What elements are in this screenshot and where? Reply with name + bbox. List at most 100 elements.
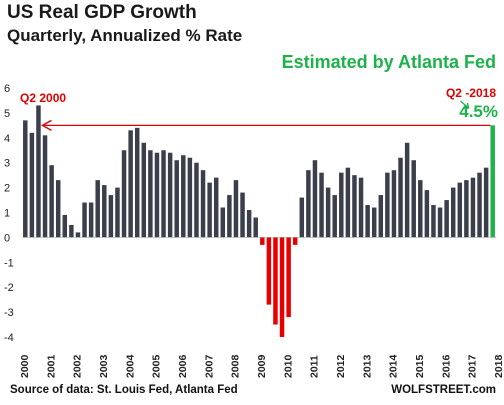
- bar: [411, 160, 416, 238]
- y-tick-label: 1: [4, 208, 10, 220]
- bar: [464, 180, 469, 238]
- bar: [391, 170, 397, 238]
- bar: [306, 170, 311, 238]
- bar: [134, 127, 140, 238]
- bar: [483, 167, 489, 238]
- x-tick-label: 2014: [388, 354, 400, 378]
- bar: [352, 175, 357, 238]
- x-tick-label: 2004: [124, 354, 136, 378]
- x-tick-label: 2015: [414, 354, 426, 378]
- y-tick-label: 5: [4, 108, 10, 120]
- x-tick-label: 2018: [493, 354, 504, 378]
- bar: [207, 182, 212, 238]
- annotation-q2-2018: Q2 -2018: [446, 86, 496, 100]
- y-tick-label: 6: [4, 83, 10, 95]
- bar: [36, 105, 41, 238]
- chart-title: US Real GDP Growth: [7, 2, 197, 23]
- bar: [102, 185, 107, 238]
- x-tick-label: 2005: [151, 354, 163, 378]
- bar: [29, 132, 35, 238]
- x-tick-label: 2013: [361, 354, 373, 378]
- bar: [266, 237, 272, 305]
- y-tick-label: -1: [4, 257, 14, 269]
- bar: [339, 172, 344, 238]
- bar: [431, 205, 436, 238]
- bars: [23, 105, 495, 337]
- bar: [194, 162, 199, 238]
- bar: [23, 120, 28, 238]
- y-tick-label: 0: [4, 232, 10, 244]
- bar: [95, 180, 100, 238]
- x-tick-label: 2011: [309, 355, 321, 378]
- bar: [385, 172, 390, 238]
- x-tick-label: 2008: [230, 354, 242, 378]
- bar: [82, 202, 87, 238]
- bar: [55, 180, 61, 238]
- bar: [457, 182, 463, 238]
- bar: [312, 160, 318, 238]
- bar: [424, 190, 430, 238]
- chart-subtitle: Quarterly, Annualized % Rate: [7, 26, 243, 45]
- bar: [358, 177, 364, 238]
- bar: [299, 197, 305, 238]
- bar: [240, 192, 245, 238]
- estimate-bar: [490, 125, 495, 238]
- bar: [279, 237, 285, 337]
- y-tick-label: 4: [4, 133, 10, 145]
- bar: [398, 157, 403, 238]
- bar: [167, 152, 173, 238]
- bar: [418, 180, 423, 238]
- annotation-estimate-value: 4.5%: [459, 102, 498, 121]
- x-tick-label: 2000: [19, 354, 31, 378]
- bar: [292, 237, 298, 245]
- bar: [450, 187, 456, 238]
- x-tick-label: 2009: [256, 354, 268, 378]
- estimate-annotation: Estimated by Atlanta Fed: [281, 52, 496, 72]
- x-tick-label: 2017: [467, 354, 479, 378]
- source-note: Source of data: St. Louis Fed, Atlanta F…: [10, 384, 238, 396]
- x-tick-label: 2007: [203, 354, 215, 378]
- bar: [332, 195, 337, 238]
- bar: [128, 130, 133, 238]
- x-tick-label: 2012: [335, 354, 347, 378]
- arrow-icon: [41, 119, 52, 131]
- y-tick-label: 3: [4, 158, 10, 170]
- bar: [365, 205, 370, 238]
- annotation-q2-2000: Q2 2000: [20, 91, 66, 105]
- y-tick-label: -3: [4, 307, 14, 319]
- bar: [286, 237, 291, 318]
- bar: [220, 207, 226, 238]
- x-tick-label: 2006: [177, 354, 189, 378]
- bar: [154, 152, 160, 238]
- bar: [213, 177, 219, 238]
- bar: [404, 142, 410, 238]
- bar: [148, 150, 153, 238]
- bar: [246, 210, 252, 238]
- x-tick-label: 2001: [45, 354, 57, 378]
- bar: [378, 195, 384, 238]
- y-axis-ticks: 6 5 4 3 2 1 0 -1 -2 -3 -4: [4, 83, 14, 344]
- bar: [325, 187, 331, 238]
- x-tick-label: 2002: [72, 354, 84, 378]
- arrow-down-icon: [460, 100, 470, 109]
- bar: [444, 200, 449, 238]
- bar: [233, 180, 239, 238]
- bar: [345, 167, 351, 238]
- bar: [69, 224, 74, 238]
- x-tick-label: 2003: [98, 354, 110, 378]
- bar: [49, 165, 54, 238]
- bar: [141, 142, 147, 238]
- bar: [470, 177, 476, 238]
- y-tick-label: -2: [4, 282, 14, 294]
- bar: [42, 135, 48, 238]
- bar: [437, 207, 443, 238]
- bar: [187, 157, 193, 238]
- bar: [161, 150, 166, 238]
- bar: [477, 172, 482, 238]
- bar: [200, 170, 206, 238]
- y-tick-label: -4: [4, 332, 14, 344]
- bar: [121, 150, 127, 238]
- bar: [253, 217, 258, 238]
- bar: [62, 214, 68, 238]
